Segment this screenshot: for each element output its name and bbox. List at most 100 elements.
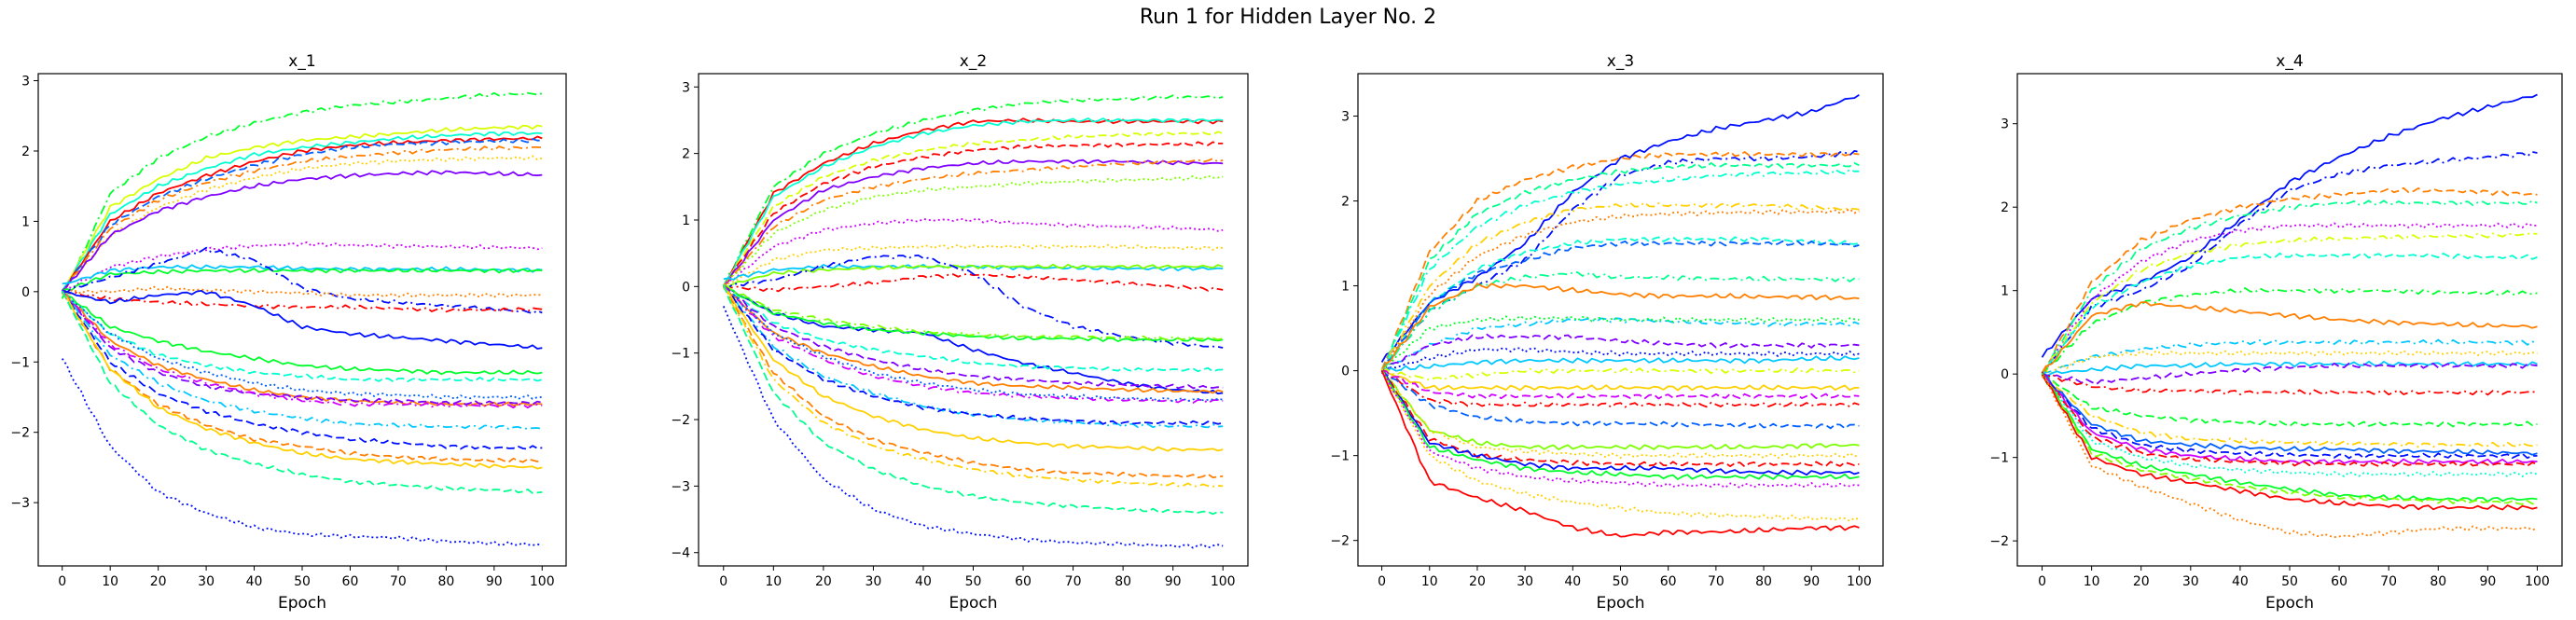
- series-line: [2041, 301, 2538, 376]
- x-tick-label: 30: [865, 574, 881, 589]
- series-line: [1381, 354, 1860, 373]
- series-line: [723, 285, 1224, 488]
- x-tick-label: 30: [198, 574, 215, 589]
- series-line: [1380, 208, 1860, 373]
- series-line: [1380, 370, 1860, 468]
- series-line: [2041, 371, 2538, 468]
- x-tick-label: 90: [2479, 574, 2496, 589]
- series-group: [61, 91, 543, 546]
- y-tick-label: −2: [671, 413, 690, 428]
- series-line: [723, 285, 1224, 341]
- series-line: [1380, 240, 1860, 372]
- series-line: [723, 272, 1224, 293]
- series-line: [723, 174, 1224, 288]
- x-axis-label: Epoch: [278, 594, 326, 613]
- series-line: [2042, 360, 2538, 377]
- x-tick-label: 100: [1211, 574, 1236, 589]
- series-line: [722, 94, 1224, 287]
- series-line: [1380, 369, 1860, 451]
- y-tick-label: 1: [21, 214, 30, 229]
- series-line: [723, 287, 1224, 395]
- series-line: [1380, 94, 1860, 363]
- series-line: [1380, 168, 1860, 371]
- series-line: [2041, 232, 2538, 376]
- x-axis-label: Epoch: [2265, 594, 2314, 613]
- series-line: [62, 291, 543, 409]
- x-tick-label: 30: [2182, 574, 2199, 589]
- y-tick-label: 1: [2001, 284, 2009, 299]
- subplot-title: x_1: [288, 52, 315, 71]
- series-line: [2041, 375, 2538, 505]
- series-group: [2041, 93, 2538, 539]
- series-line: [62, 292, 543, 383]
- y-tick-label: 3: [682, 80, 690, 95]
- x-tick-label: 90: [486, 574, 503, 589]
- series-line: [723, 287, 1224, 429]
- y-tick-label: 2: [21, 145, 30, 159]
- series-line: [2041, 200, 2538, 374]
- series-group: [1380, 94, 1860, 538]
- x-tick-label: 0: [58, 574, 66, 589]
- series-line: [62, 291, 543, 376]
- subplot-title: x_4: [2276, 52, 2303, 71]
- series-line: [723, 284, 1224, 373]
- x-tick-label: 50: [965, 574, 982, 589]
- x-tick-label: 40: [246, 574, 263, 589]
- series-line: [1380, 367, 1860, 408]
- series-line: [723, 117, 1224, 286]
- y-tick-label: −2: [1989, 534, 2009, 549]
- series-line: [2042, 350, 2538, 374]
- y-tick-label: 1: [1341, 280, 1350, 295]
- subplot-x4: 0 10 20 30 40 50 60 70 80 90 100 −2 −1 0 1 2 3 x_4 Epoch: [1989, 52, 2563, 613]
- series-line: [61, 137, 543, 293]
- x-tick-label: 60: [1660, 574, 1677, 589]
- series-line: [1381, 333, 1860, 372]
- y-tick-label: 0: [682, 280, 690, 295]
- y-tick-label: 3: [21, 75, 30, 90]
- series-line: [723, 286, 1224, 343]
- x-tick-label: 80: [2430, 574, 2446, 589]
- series-line: [62, 145, 543, 294]
- x-tick-label: 50: [294, 574, 311, 589]
- x-tick-label: 70: [2380, 574, 2397, 589]
- x-tick-label: 0: [1378, 574, 1386, 589]
- x-tick-label: 80: [1755, 574, 1772, 589]
- x-tick-label: 0: [719, 574, 727, 589]
- y-tick-label: −1: [1330, 449, 1350, 464]
- series-line: [1380, 282, 1860, 371]
- axes-frame: [698, 73, 1249, 567]
- y-tick-label: 0: [2001, 367, 2009, 382]
- series-group: [722, 94, 1224, 549]
- series-line: [723, 254, 1224, 349]
- series-line: [2042, 362, 2538, 385]
- series-line: [1381, 347, 1860, 374]
- series-line: [61, 290, 543, 494]
- series-line: [2041, 93, 2538, 358]
- y-tick-label: 1: [682, 214, 690, 228]
- x-tick-label: 80: [1115, 574, 1131, 589]
- y-tick-label: 0: [1341, 365, 1350, 379]
- series-line: [1381, 315, 1860, 372]
- series-line: [1381, 371, 1860, 460]
- x-tick-label: 90: [1165, 574, 1182, 589]
- x-tick-label: 20: [2133, 574, 2150, 589]
- y-tick-label: −3: [671, 479, 690, 494]
- series-line: [2041, 373, 2538, 396]
- series-line: [1380, 161, 1860, 370]
- x-tick-label: 10: [2084, 574, 2100, 589]
- series-line: [62, 135, 543, 292]
- x-tick-label: 100: [1847, 574, 1872, 589]
- x-tick-label: 10: [1421, 574, 1438, 589]
- series-line: [723, 285, 1224, 403]
- series-line: [1381, 317, 1860, 371]
- series-line: [1380, 271, 1860, 371]
- series-line: [723, 243, 1224, 287]
- x-tick-label: 60: [2331, 574, 2347, 589]
- series-line: [62, 290, 543, 407]
- series-line: [722, 306, 1224, 549]
- series-line: [1380, 149, 1860, 371]
- series-line: [1381, 367, 1860, 381]
- series-line: [62, 290, 543, 400]
- series-line: [723, 286, 1224, 426]
